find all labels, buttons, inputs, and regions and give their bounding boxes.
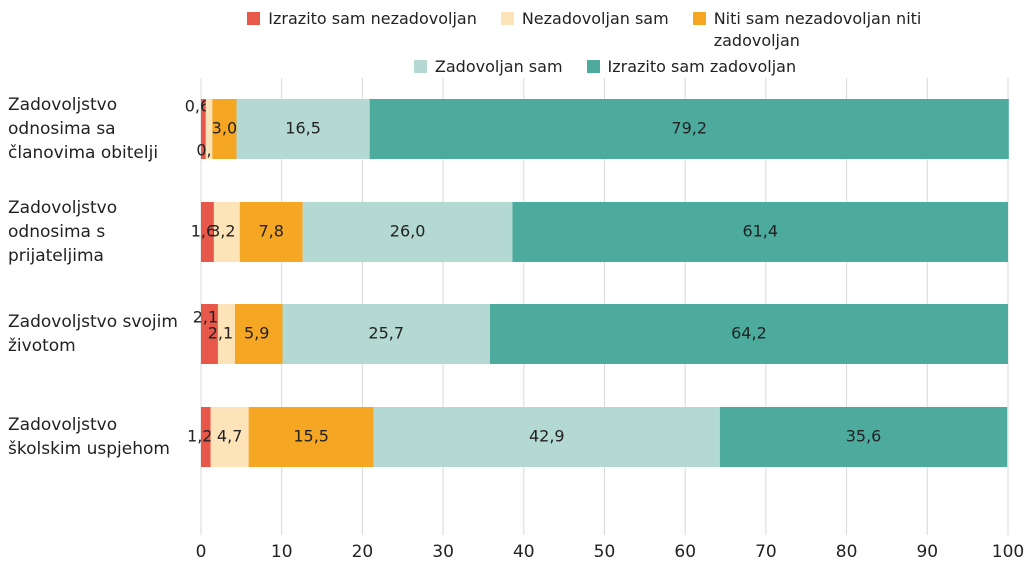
- legend-label: Zadovoljan sam: [434, 57, 563, 76]
- x-tick-label: 30: [432, 542, 454, 562]
- bar-segment: [302, 202, 513, 262]
- value-label: 2,1: [208, 324, 233, 343]
- legend-swatch: [247, 12, 261, 25]
- value-label: 79,2: [671, 119, 707, 138]
- bar-segment: [512, 202, 1008, 262]
- legend-item: Zadovoljan sam: [413, 56, 563, 78]
- value-label: 1,6: [191, 222, 216, 241]
- x-tick-label: 20: [352, 542, 374, 562]
- bar-segment: [201, 304, 218, 364]
- value-label: 61,4: [742, 222, 778, 241]
- bar-segment: [201, 202, 214, 262]
- bar-segment: [489, 304, 1008, 364]
- legend-item: Nezadovoljan sam: [500, 8, 669, 52]
- category-label: Zadovoljstvo odnosima sa članovima obite…: [8, 95, 159, 163]
- legend-label: Izrazito sam nezadovoljan: [268, 9, 477, 28]
- value-label: 35,6: [846, 427, 882, 446]
- value-label: 4,7: [217, 427, 242, 446]
- x-tick-label: 10: [271, 542, 293, 562]
- value-label: 7,8: [258, 222, 283, 241]
- value-label: 0,6: [185, 97, 210, 116]
- value-label: 3,0: [212, 119, 237, 138]
- x-tick-label: 70: [755, 542, 777, 562]
- legend-swatch: [500, 12, 514, 25]
- legend-item: Izrazito sam zadovoljan: [586, 56, 797, 78]
- x-tick-label: 50: [594, 542, 616, 562]
- value-label: 1,2: [187, 427, 212, 446]
- value-label: 2,1: [193, 308, 218, 327]
- legend-label: Izrazito sam zadovoljan: [607, 57, 797, 76]
- bar-segment: [234, 304, 283, 364]
- legend-label: Niti sam nezadovoljan niti zadovoljan: [713, 9, 922, 50]
- value-label: 5,9: [244, 324, 269, 343]
- legend-swatch: [586, 60, 600, 73]
- bar-segment: [282, 304, 490, 364]
- bar-segment: [212, 99, 237, 159]
- bar-segment: [373, 407, 720, 467]
- bar-segment: [239, 202, 303, 262]
- value-label: 3,2: [210, 222, 235, 241]
- x-tick-label: 60: [674, 542, 696, 562]
- bar-segment: [369, 99, 1009, 159]
- value-label: 25,7: [368, 324, 404, 343]
- x-tick-label: 100: [992, 542, 1024, 562]
- value-label: 64,2: [731, 324, 767, 343]
- bar-segment: [217, 304, 235, 364]
- x-tick-label: 40: [513, 542, 535, 562]
- value-label: 26,0: [390, 222, 426, 241]
- category-label: Zadovoljstvo odnosima s prijateljima: [8, 198, 118, 266]
- category-label: Zadovoljstvo svojim životom: [8, 312, 178, 356]
- bar-segment: [236, 99, 370, 159]
- bar-segment: [248, 407, 374, 467]
- legend-label: Nezadovoljan sam: [521, 9, 669, 28]
- bar-segment: [213, 202, 240, 262]
- category-label: Zadovoljstvo školskim uspjehom: [8, 415, 170, 459]
- x-tick-label: 90: [916, 542, 938, 562]
- legend-item: Niti sam nezadovoljan niti zadovoljan: [692, 8, 963, 52]
- bar-segment: [201, 99, 206, 159]
- legend-swatch: [413, 60, 427, 73]
- bar-segment: [719, 407, 1008, 467]
- x-tick-label: 80: [836, 542, 858, 562]
- bar-segment: [210, 407, 249, 467]
- bar-segment: [201, 407, 211, 467]
- value-label: 42,9: [529, 427, 565, 446]
- legend-item: Izrazito sam nezadovoljan: [247, 8, 477, 52]
- value-label: 16,5: [285, 119, 321, 138]
- legend: Izrazito sam nezadovoljan Nezadovoljan sa…: [205, 8, 1005, 78]
- legend-swatch: [692, 12, 706, 25]
- x-tick-label: 0: [196, 542, 207, 562]
- value-label: 15,5: [293, 427, 329, 446]
- bar-segment: [205, 99, 213, 159]
